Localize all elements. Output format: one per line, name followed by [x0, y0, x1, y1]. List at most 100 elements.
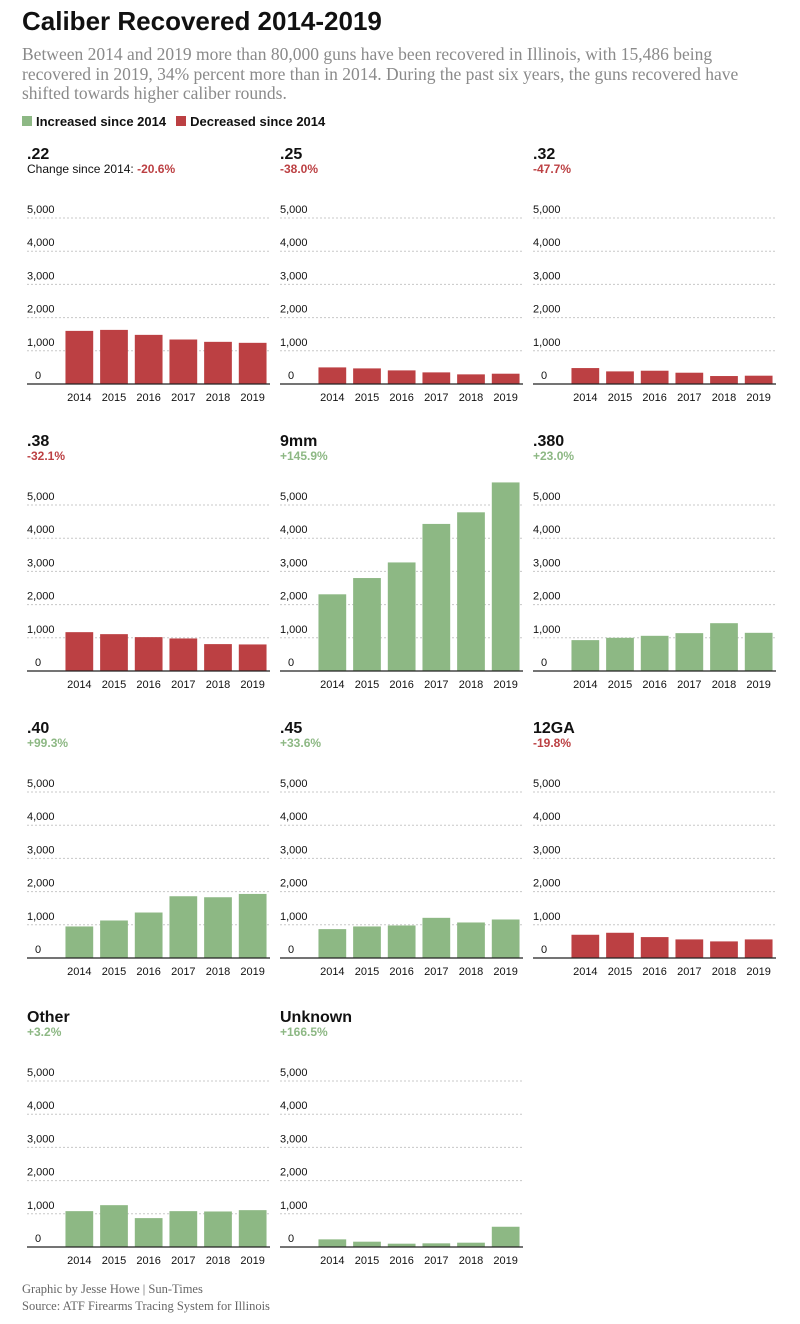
bar-2016 — [387, 370, 416, 384]
x-tick-label: 2017 — [424, 966, 448, 978]
bar-2018 — [204, 897, 232, 958]
chart-title: 12GA — [533, 720, 575, 737]
bar-2014 — [318, 367, 347, 384]
change-label: +145.9% — [280, 449, 328, 463]
bar-2019 — [238, 644, 267, 671]
x-tick-label: 2018 — [459, 679, 483, 691]
y-tick-label: 1,000 — [533, 624, 561, 636]
change-label: +166.5% — [280, 1025, 328, 1039]
bar-2015 — [606, 932, 634, 958]
bar-2015 — [353, 578, 381, 671]
x-tick-label: 2017 — [424, 1255, 448, 1267]
x-tick-label: 2019 — [240, 392, 264, 404]
x-tick-label: 2017 — [677, 392, 701, 404]
legend: Increased since 2014 Decreased since 201… — [22, 114, 335, 129]
x-tick-label: 2015 — [102, 392, 126, 404]
y-tick-label: 4,000 — [280, 237, 308, 249]
chart-title: Other — [27, 1009, 70, 1026]
legend-item-decreased: Decreased since 2014 — [176, 114, 325, 129]
bar-2018 — [204, 341, 232, 384]
x-tick-label: 2014 — [67, 679, 91, 691]
chart-25: .25-38.0% 0 1,000 2,000 3,000 4,000 5,000 2014 2… — [280, 146, 523, 404]
bar-2015 — [353, 368, 381, 384]
bar-2019 — [744, 939, 773, 958]
bar-2016 — [134, 334, 163, 384]
x-tick-label: 2017 — [171, 392, 195, 404]
x-tick-label: 2019 — [746, 392, 770, 404]
bar-2016 — [387, 1243, 416, 1247]
chart-title: 9mm — [280, 433, 317, 450]
change-value: +3.2% — [27, 1025, 62, 1039]
x-tick-label: 2018 — [459, 392, 483, 404]
x-tick-label: 2019 — [493, 966, 517, 978]
y-tick-label: 5,000 — [27, 1067, 55, 1079]
x-tick-label: 2014 — [67, 1255, 91, 1267]
x-tick-label: 2019 — [240, 1255, 264, 1267]
bar-2014 — [571, 368, 600, 384]
bar-2017 — [422, 523, 451, 671]
chart-title: .40 — [27, 720, 49, 737]
chart-title: .22 — [27, 146, 49, 163]
bar-2018 — [457, 1242, 485, 1247]
change-value: -38.0% — [280, 162, 318, 176]
y-tick-label: 5,000 — [280, 491, 308, 503]
x-tick-label: 2017 — [424, 679, 448, 691]
y-tick-label: 3,000 — [27, 844, 55, 856]
bar-2015 — [100, 1205, 128, 1247]
page-title: Caliber Recovered 2014-2019 — [22, 6, 382, 36]
chart-unknown: Unknown+166.5% 0 1,000 2,000 3,000 4,000 5,000… — [280, 1009, 523, 1267]
change-value: +166.5% — [280, 1025, 328, 1039]
x-tick-label: 2019 — [240, 679, 264, 691]
chart-380: .380+23.0% 0 1,000 2,000 3,000 4,000 5,000 2014… — [533, 433, 776, 691]
y-tick-label: 4,000 — [533, 811, 561, 823]
x-tick-label: 2014 — [67, 392, 91, 404]
bar-2019 — [491, 482, 520, 671]
chart-12ga: 12GA-19.8% 0 1,000 2,000 3,000 4,000 5,000 2014… — [533, 720, 776, 978]
bar-2019 — [238, 342, 267, 384]
bar-2015 — [100, 920, 128, 958]
y-tick-label: 1,000 — [27, 624, 55, 636]
bar-2019 — [491, 1226, 520, 1247]
y-tick-label: 1,000 — [280, 337, 308, 349]
y-tick-label: 2,000 — [27, 304, 55, 316]
bar-2016 — [387, 562, 416, 671]
x-tick-label: 2018 — [712, 392, 736, 404]
change-value: +145.9% — [280, 449, 328, 463]
y-tick-label: 2,000 — [280, 591, 308, 603]
y-tick-label: 5,000 — [533, 491, 561, 503]
x-tick-label: 2017 — [171, 1255, 195, 1267]
y-tick-label: 1,000 — [533, 337, 561, 349]
x-tick-label: 2014 — [573, 966, 597, 978]
x-tick-label: 2018 — [206, 679, 230, 691]
x-tick-label: 2017 — [171, 679, 195, 691]
x-tick-label: 2018 — [459, 1255, 483, 1267]
legend-item-increased: Increased since 2014 — [22, 114, 166, 129]
bar-2019 — [491, 919, 520, 958]
y-tick-label: 1,000 — [533, 911, 561, 923]
change-label: +23.0% — [533, 449, 574, 463]
chart-title: .45 — [280, 720, 302, 737]
bar-2015 — [353, 926, 381, 958]
bar-2014 — [65, 632, 94, 671]
y-tick-label: 5,000 — [27, 491, 55, 503]
bar-2014 — [318, 1239, 347, 1247]
bar-2017 — [675, 372, 704, 384]
y-tick-label: 2,000 — [27, 878, 55, 890]
legend-label-decreased: Decreased since 2014 — [190, 113, 326, 129]
chart-title: .38 — [27, 433, 49, 450]
y-tick-label: 3,000 — [27, 557, 55, 569]
y-tick-label: 3,000 — [280, 1133, 308, 1145]
y-tick-label: 1,000 — [27, 337, 55, 349]
y-tick-label: 3,000 — [280, 557, 308, 569]
x-tick-label: 2018 — [206, 392, 230, 404]
change-value: +33.6% — [280, 736, 321, 750]
y-tick-label: 3,000 — [533, 557, 561, 569]
x-tick-label: 2015 — [102, 679, 126, 691]
x-tick-label: 2015 — [608, 679, 632, 691]
chart-9mm: 9mm+145.9% 0 1,000 2,000 3,000 4,000 5,000 2014… — [280, 433, 523, 691]
y-tick-label: 0 — [541, 657, 547, 669]
x-tick-label: 2016 — [389, 966, 413, 978]
y-tick-label: 4,000 — [280, 811, 308, 823]
